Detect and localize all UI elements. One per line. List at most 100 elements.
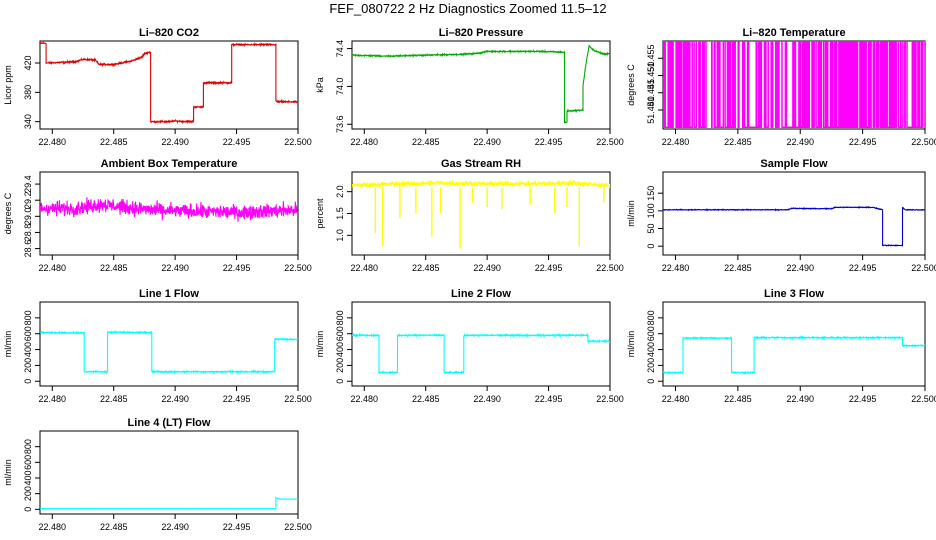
x-tick-label: 22.485 bbox=[724, 137, 752, 147]
series-line bbox=[40, 41, 298, 125]
x-tick-label: 22.490 bbox=[161, 394, 189, 404]
y-tick-label: 400 bbox=[646, 342, 656, 357]
x-tick-label: 22.485 bbox=[100, 394, 128, 404]
chart-panel: Ambient Box Temperature degrees C 22.480 22… bbox=[3, 158, 312, 273]
y-tick-label: 0 bbox=[335, 379, 345, 384]
x-tick-label: 22.495 bbox=[849, 137, 877, 147]
y-tick-label: 29.4 bbox=[23, 175, 33, 193]
x-tick-label: 22.490 bbox=[161, 522, 189, 532]
x-tick-label: 22.480 bbox=[662, 137, 690, 147]
chart-title: Line 4 (LT) Flow bbox=[128, 417, 211, 429]
plot-frame bbox=[351, 301, 611, 387]
y-axis-label: ml/min bbox=[315, 331, 325, 358]
y-tick-label: 51.455 bbox=[646, 44, 656, 72]
chart-panel: Line 1 Flow ml/min 22.480 22.485 22.490 22.49… bbox=[3, 288, 312, 404]
x-tick-label: 22.480 bbox=[662, 263, 690, 273]
plot-frame bbox=[662, 171, 926, 256]
x-tick-label: 22.495 bbox=[223, 263, 251, 273]
y-tick-label: 0 bbox=[646, 379, 656, 384]
y-tick-label: 150 bbox=[646, 186, 656, 201]
series-line bbox=[352, 332, 610, 375]
y-tick-label: 73.6 bbox=[335, 116, 345, 134]
x-tick-label: 22.500 bbox=[596, 263, 624, 273]
y-tick-label: 28.8 bbox=[23, 224, 33, 242]
chart-title: Ambient Box Temperature bbox=[101, 158, 238, 170]
x-tick-label: 22.480 bbox=[39, 394, 67, 404]
chart-title: Li–820 CO2 bbox=[139, 27, 199, 39]
y-tick-label: 600 bbox=[23, 455, 33, 470]
x-tick-label: 22.495 bbox=[849, 394, 877, 404]
y-axis-label: degrees C bbox=[626, 64, 636, 106]
chart-panel: Li–820 Temperature degrees C 22.480 22.485 2… bbox=[626, 27, 936, 147]
y-tick-label: 0 bbox=[23, 379, 33, 384]
series-line bbox=[40, 330, 298, 375]
y-tick-label: 200 bbox=[23, 486, 33, 501]
y-tick-label: 200 bbox=[335, 358, 345, 373]
x-tick-label: 22.500 bbox=[596, 394, 624, 404]
x-tick-label: 22.490 bbox=[161, 263, 189, 273]
y-tick-label: 0 bbox=[646, 244, 656, 249]
x-tick-label: 22.485 bbox=[412, 394, 440, 404]
x-tick-label: 22.500 bbox=[911, 137, 936, 147]
y-tick-label: 800 bbox=[23, 439, 33, 454]
x-tick-label: 22.485 bbox=[724, 394, 752, 404]
y-tick-label: 1.5 bbox=[335, 207, 345, 220]
y-tick-label: 420 bbox=[23, 55, 33, 70]
x-tick-label: 22.480 bbox=[351, 394, 379, 404]
x-tick-label: 22.480 bbox=[662, 394, 690, 404]
y-tick-label: 100 bbox=[646, 203, 656, 218]
x-tick-label: 22.495 bbox=[223, 394, 251, 404]
y-tick-label: 74.0 bbox=[335, 78, 345, 96]
chart-panel: Li–820 CO2 Licor ppm 22.480 22.485 22.490 22.… bbox=[3, 27, 312, 147]
y-tick-label: 800 bbox=[23, 310, 33, 325]
x-tick-label: 22.485 bbox=[724, 263, 752, 273]
figure-title: FEF_080722 2 Hz Diagnostics Zoomed 11.5–… bbox=[329, 1, 607, 16]
chart-title: Line 3 Flow bbox=[764, 288, 824, 300]
x-tick-label: 22.500 bbox=[284, 394, 312, 404]
x-tick-label: 22.485 bbox=[100, 263, 128, 273]
chart-title: Sample Flow bbox=[760, 158, 828, 170]
chart-title: Line 1 Flow bbox=[139, 288, 199, 300]
y-axis-label: kPa bbox=[315, 77, 325, 93]
x-tick-label: 22.490 bbox=[161, 137, 189, 147]
plot-frame bbox=[662, 301, 926, 387]
y-axis-label: degrees C bbox=[3, 192, 13, 234]
y-tick-label: 28.6 bbox=[23, 240, 33, 258]
chart-title: Gas Stream RH bbox=[441, 158, 521, 170]
y-tick-label: 29.0 bbox=[23, 208, 33, 226]
x-tick-label: 22.485 bbox=[412, 137, 440, 147]
y-tick-label: 400 bbox=[335, 342, 345, 357]
y-tick-label: 800 bbox=[646, 310, 656, 325]
y-tick-label: 600 bbox=[335, 326, 345, 341]
y-tick-label: 0 bbox=[23, 507, 33, 512]
x-tick-label: 22.485 bbox=[412, 263, 440, 273]
x-tick-label: 22.495 bbox=[535, 137, 563, 147]
chart-title: Line 2 Flow bbox=[451, 288, 511, 300]
series-line bbox=[352, 179, 610, 189]
x-tick-label: 22.480 bbox=[351, 263, 379, 273]
series-line bbox=[663, 41, 925, 129]
x-tick-label: 22.495 bbox=[849, 263, 877, 273]
chart-title: Li–820 Temperature bbox=[742, 27, 845, 39]
y-tick-label: 50 bbox=[646, 224, 656, 234]
series-line bbox=[352, 45, 610, 124]
x-tick-label: 22.480 bbox=[39, 137, 67, 147]
x-tick-label: 22.490 bbox=[786, 394, 814, 404]
x-tick-label: 22.495 bbox=[223, 522, 251, 532]
y-axis-label: ml/min bbox=[3, 331, 13, 358]
y-tick-label: 600 bbox=[23, 326, 33, 341]
y-axis-label: Licor ppm bbox=[3, 65, 13, 105]
x-tick-label: 22.500 bbox=[284, 522, 312, 532]
chart-panel: Sample Flow ml/min 22.480 22.485 22.490 22.49… bbox=[626, 158, 936, 273]
chart-title: Li–820 Pressure bbox=[439, 27, 523, 39]
series-line bbox=[40, 496, 298, 510]
y-tick-label: 51.450 bbox=[646, 62, 656, 90]
y-tick-label: 380 bbox=[23, 85, 33, 100]
chart-panel: Line 4 (LT) Flow ml/min 22.480 22.485 22.490… bbox=[3, 417, 312, 532]
y-tick-label: 1.0 bbox=[335, 229, 345, 242]
y-tick-label: 400 bbox=[23, 342, 33, 357]
y-axis-label: ml/min bbox=[3, 459, 13, 486]
x-tick-label: 22.490 bbox=[786, 263, 814, 273]
x-tick-label: 22.500 bbox=[284, 137, 312, 147]
y-tick-label: 600 bbox=[646, 326, 656, 341]
